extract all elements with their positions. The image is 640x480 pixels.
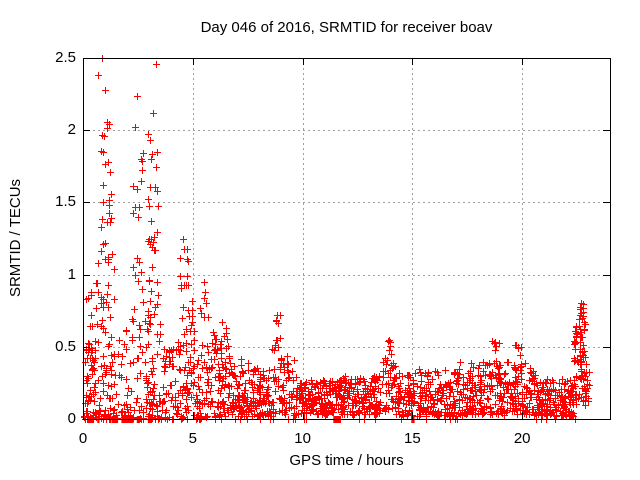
y-tick-label: 2 bbox=[67, 121, 76, 139]
chart-title: Day 046 of 2016, SRMTID for receiver boa… bbox=[200, 19, 493, 36]
x-tick-label: 15 bbox=[404, 430, 421, 447]
x-tick-label: 0 bbox=[78, 430, 88, 447]
y-tick-label: 2.5 bbox=[55, 49, 76, 66]
x-tick-label: 10 bbox=[294, 430, 311, 447]
y-tick-label: 1.5 bbox=[55, 193, 76, 211]
x-tick-label: 5 bbox=[188, 430, 197, 447]
y-tick-label: 0.5 bbox=[55, 337, 76, 355]
y-tick-label: 1 bbox=[67, 265, 76, 283]
scatter-points bbox=[81, 55, 593, 423]
y-tick-label: 0 bbox=[67, 410, 76, 427]
x-tick-label: 20 bbox=[513, 430, 531, 447]
y-axis-label: SRMTID / TECUs bbox=[7, 178, 24, 298]
x-axis-label: GPS time / hours bbox=[289, 452, 404, 469]
plot-border bbox=[83, 58, 611, 420]
